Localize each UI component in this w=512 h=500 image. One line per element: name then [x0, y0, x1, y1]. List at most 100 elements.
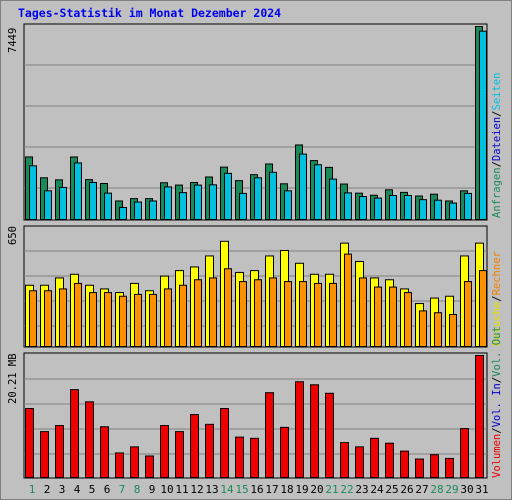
bar-seiten-day-30 [464, 192, 472, 221]
x-tick-label-13: 13 [205, 483, 218, 496]
bar-rechner-day-8 [134, 293, 142, 347]
bar-seiten-day-10 [164, 186, 172, 221]
bar-rechner-day-9 [149, 293, 157, 347]
bar-rechner-day-17 [269, 277, 277, 347]
bar-volumen-day-10 [160, 425, 169, 478]
bar-rechner-day-21 [329, 282, 337, 347]
bar-volumen-day-17 [265, 392, 274, 478]
bar-volumen-day-22 [340, 442, 349, 479]
bar-volumen-day-6 [100, 426, 109, 479]
bar-volumen-day-5 [85, 401, 94, 478]
x-tick-label-2: 2 [44, 483, 51, 496]
bar-seiten-day-18 [284, 190, 292, 220]
x-tick-label-3: 3 [59, 483, 66, 496]
bar-volumen-day-20 [310, 384, 319, 478]
bar-rechner-day-6 [104, 292, 112, 348]
bar-volumen-day-13 [205, 423, 214, 478]
bar-volumen-day-11 [175, 431, 184, 478]
bar-volumen-day-19 [295, 381, 304, 479]
bar-volumen-day-30 [460, 428, 469, 479]
bar-rechner-day-10 [164, 288, 172, 347]
x-tick-label-28: 28 [430, 483, 443, 496]
bar-volumen-day-18 [280, 426, 289, 479]
x-tick-label-25: 25 [385, 483, 398, 496]
x-tick-label-14: 14 [220, 483, 234, 496]
bar-seiten-day-17 [269, 171, 277, 220]
bar-rechner-day-23 [359, 277, 367, 347]
bar-rechner-day-12 [194, 279, 202, 347]
bar-rechner-day-24 [374, 286, 382, 348]
x-tick-label-7: 7 [119, 483, 126, 496]
bar-rechner-day-18 [284, 281, 292, 348]
bar-seiten-day-11 [179, 192, 187, 221]
bar-rechner-day-16 [254, 279, 262, 347]
bar-volumen-day-14 [220, 408, 229, 478]
x-tick-label-9: 9 [149, 483, 156, 496]
x-tick-label-12: 12 [190, 483, 203, 496]
x-tick-label-19: 19 [295, 483, 308, 496]
bar-seiten-day-6 [104, 192, 112, 221]
bar-rechner-day-22 [344, 253, 352, 347]
bar-seiten-day-14 [224, 172, 232, 221]
x-tick-label-10: 10 [160, 483, 173, 496]
chart-title: Tages-Statistik im Monat Dezember 2024 [18, 6, 282, 20]
x-tick-label-20: 20 [310, 483, 323, 496]
x-tick-label-18: 18 [280, 483, 293, 496]
x-tick-label-5: 5 [89, 483, 96, 496]
bar-rechner-day-5 [89, 292, 97, 348]
bar-rechner-day-30 [464, 281, 472, 348]
bar-rechner-day-20 [314, 282, 322, 347]
bar-seiten-day-28 [434, 199, 442, 221]
bar-volumen-day-25 [385, 442, 394, 479]
bar-seiten-day-24 [374, 197, 382, 220]
bar-seiten-day-1 [29, 165, 37, 220]
bar-volumen-day-8 [130, 446, 139, 478]
x-tick-label-30: 30 [460, 483, 473, 496]
bar-rechner-day-25 [389, 286, 397, 348]
bar-seiten-day-20 [314, 164, 322, 220]
bar-rechner-day-19 [299, 281, 307, 348]
bar-seiten-day-27 [419, 199, 427, 221]
bar-seiten-day-5 [89, 181, 97, 220]
bar-volumen-day-23 [355, 446, 364, 478]
bar-seiten-day-9 [149, 200, 157, 221]
x-tick-label-11: 11 [175, 483, 188, 496]
x-tick-label-27: 27 [415, 483, 428, 496]
bar-rechner-day-1 [29, 290, 37, 347]
bar-rechner-day-13 [209, 277, 217, 347]
x-tick-label-8: 8 [134, 483, 141, 496]
bar-volumen-day-29 [445, 457, 454, 479]
bar-volumen-day-9 [145, 455, 154, 478]
bar-volumen-day-16 [250, 437, 259, 478]
x-tick-label-24: 24 [370, 483, 384, 496]
bar-volumen-day-4 [70, 389, 79, 479]
x-tick-label-4: 4 [74, 483, 81, 496]
bar-seiten-day-4 [74, 162, 82, 221]
bar-volumen-day-15 [235, 436, 244, 478]
bar-rechner-day-27 [419, 310, 427, 347]
bar-seiten-day-7 [119, 206, 127, 221]
bar-seiten-day-15 [239, 192, 247, 221]
x-tick-label-15: 15 [235, 483, 248, 496]
bar-rechner-day-3 [59, 288, 67, 347]
bar-rechner-day-7 [119, 295, 127, 348]
bar-seiten-day-31 [479, 30, 487, 220]
x-tick-label-21: 21 [325, 483, 338, 496]
bar-volumen-day-28 [430, 454, 439, 478]
x-tick-label-31: 31 [475, 483, 488, 496]
bar-seiten-day-29 [449, 202, 457, 220]
bar-seiten-day-22 [344, 192, 352, 221]
bar-rechner-day-29 [449, 314, 457, 347]
bar-seiten-day-12 [194, 184, 202, 220]
bar-seiten-day-16 [254, 177, 262, 220]
bar-rechner-day-14 [224, 268, 232, 347]
x-tick-label-16: 16 [250, 483, 263, 496]
bar-volumen-day-7 [115, 452, 124, 478]
bar-seiten-day-23 [359, 196, 367, 220]
bar-seiten-day-13 [209, 184, 217, 220]
bar-volumen-day-26 [400, 450, 409, 479]
bar-rechner-day-28 [434, 312, 442, 348]
x-tick-label-1: 1 [29, 483, 36, 496]
bar-volumen-day-2 [40, 431, 49, 478]
